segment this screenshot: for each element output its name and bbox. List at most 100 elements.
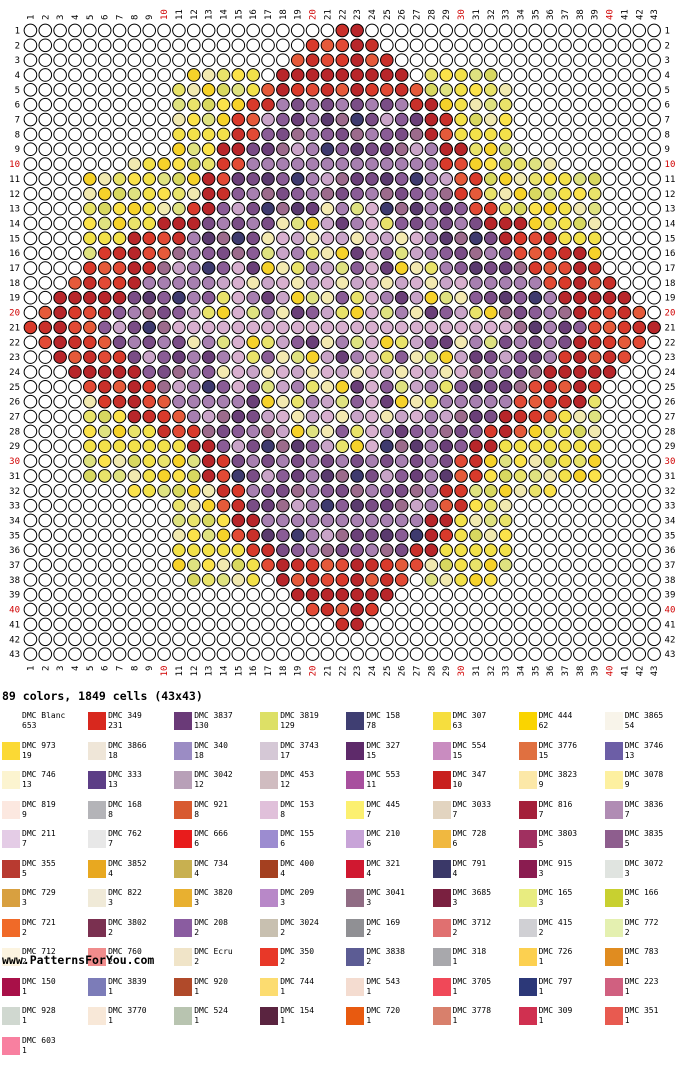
grid-cell xyxy=(350,602,364,617)
grid-cell xyxy=(68,573,82,587)
grid-cell xyxy=(439,320,454,335)
grid-cell xyxy=(186,365,201,379)
legend-count: 6 xyxy=(280,839,286,848)
grid-cell xyxy=(290,498,305,513)
axis-label: 30 xyxy=(665,457,676,467)
grid-cell xyxy=(186,409,201,424)
legend-count: 4 xyxy=(194,868,200,878)
legend-entry: DMC 791 4 xyxy=(431,858,517,888)
grid-cell xyxy=(97,587,112,602)
grid-cell xyxy=(647,335,661,350)
grid-cell xyxy=(558,320,572,335)
grid-cell xyxy=(424,632,439,647)
axis-label: 23 xyxy=(353,9,363,20)
grid-cell xyxy=(350,350,364,364)
legend-entry: DMC 3024 2 xyxy=(258,917,344,947)
grid-cell xyxy=(97,68,112,82)
grid-cell xyxy=(394,216,409,231)
grid-cell xyxy=(424,558,439,572)
grid-cell xyxy=(335,320,350,335)
grid-cell xyxy=(142,157,157,171)
grid-cell xyxy=(53,483,67,498)
grid-cell xyxy=(53,587,67,602)
grid-cell xyxy=(231,632,246,647)
grid-cell xyxy=(68,83,82,97)
grid-cell xyxy=(142,573,157,587)
grid-cell xyxy=(483,112,498,127)
grid-cell xyxy=(38,261,53,275)
grid-cell xyxy=(290,201,305,216)
grid-cell xyxy=(305,157,320,171)
grid-cell xyxy=(424,454,439,468)
legend-color-name: DMC 223 xyxy=(624,976,659,986)
grid-cell xyxy=(558,617,572,632)
grid-cell xyxy=(112,617,127,632)
grid-cell xyxy=(127,558,142,572)
grid-cell xyxy=(513,558,528,572)
grid-cell xyxy=(83,469,97,483)
axis-label: 31 xyxy=(9,472,20,482)
grid-cell xyxy=(186,543,201,557)
grid-cell xyxy=(513,573,528,587)
legend-color-name: DMC 154 xyxy=(280,1006,315,1015)
axis-label: 8 xyxy=(665,130,670,140)
legend-swatch xyxy=(174,948,193,966)
grid-cell xyxy=(53,142,67,157)
grid-cell xyxy=(587,186,602,201)
grid-cell xyxy=(617,186,632,201)
grid-cell xyxy=(261,602,275,617)
grid-cell xyxy=(186,83,201,97)
grid-cell xyxy=(68,409,82,424)
grid-cell xyxy=(528,97,543,112)
footer-url[interactable]: www.PatternsForYou.com xyxy=(2,953,155,967)
grid-cell xyxy=(454,246,468,260)
grid-cell xyxy=(454,83,468,97)
grid-cell xyxy=(142,647,157,661)
grid-cell xyxy=(38,216,53,231)
legend-color-name: DMC 797 xyxy=(538,976,573,986)
grid-cell xyxy=(305,483,320,498)
legend-swatch xyxy=(2,771,20,789)
grid-cell xyxy=(602,469,617,483)
grid-cell xyxy=(172,350,186,364)
grid-cell xyxy=(365,573,379,587)
legend-count: 2 xyxy=(624,927,630,937)
grid-cell xyxy=(186,53,201,67)
grid-cell xyxy=(350,320,364,335)
axis-label: 32 xyxy=(487,9,497,20)
grid-cell xyxy=(68,350,82,364)
grid-cell xyxy=(68,172,82,186)
axis-label: 20 xyxy=(665,309,676,319)
legend-count: 2 xyxy=(280,957,286,966)
grid-cell xyxy=(38,394,53,409)
grid-cell xyxy=(617,513,632,528)
grid-cell xyxy=(573,53,587,67)
grid-cell xyxy=(38,38,53,53)
grid-cell xyxy=(83,335,97,350)
legend-swatch xyxy=(604,741,623,760)
grid-cell xyxy=(573,528,587,543)
grid-cell xyxy=(498,409,513,424)
legend-entry: DMC 603 1 xyxy=(0,1035,86,1065)
grid-cell xyxy=(201,469,216,483)
grid-cell xyxy=(68,528,82,543)
grid-cell xyxy=(276,394,290,409)
grid-cell xyxy=(454,647,468,661)
grid-cell xyxy=(216,23,231,38)
grid-cell xyxy=(290,261,305,275)
grid-cell xyxy=(483,320,498,335)
grid-cell xyxy=(469,558,483,572)
grid-cell xyxy=(365,558,379,572)
grid-cell xyxy=(528,290,543,305)
grid-cell xyxy=(558,231,572,246)
grid-cell xyxy=(246,498,260,513)
grid-cell xyxy=(483,68,498,82)
grid-cell xyxy=(216,142,231,157)
legend-entry: DMC 333 13 xyxy=(86,769,172,799)
legend-swatch xyxy=(604,800,623,819)
grid-cell xyxy=(498,365,513,379)
grid-cell xyxy=(261,216,275,231)
grid-cell xyxy=(350,380,364,394)
axis-label: 11 xyxy=(175,9,185,20)
grid-cell xyxy=(38,231,53,246)
